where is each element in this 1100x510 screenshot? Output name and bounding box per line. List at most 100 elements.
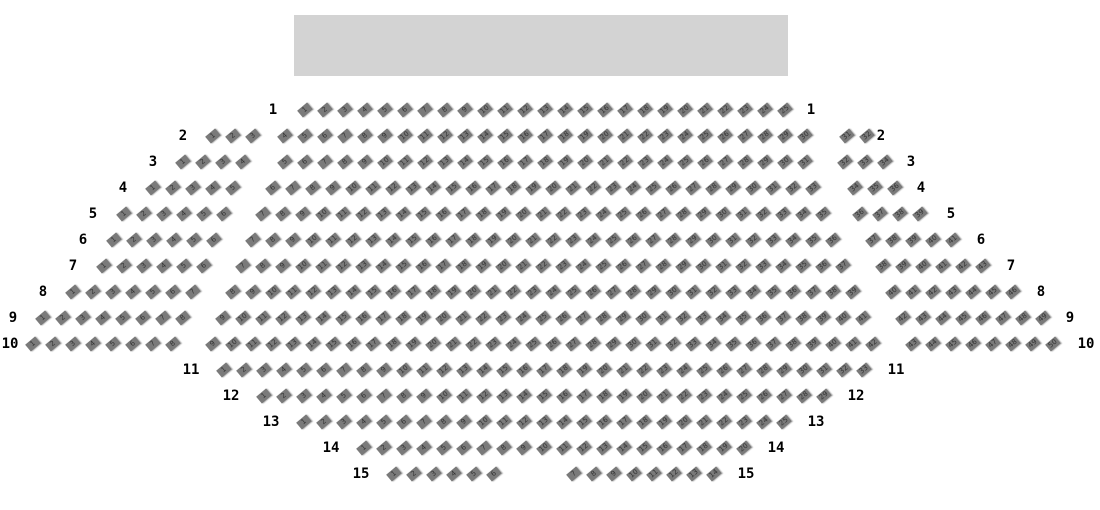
seat[interactable]: 23	[657, 128, 673, 144]
seat[interactable]: 1	[96, 258, 112, 274]
seat[interactable]: 9	[357, 154, 373, 170]
seat[interactable]: 18	[475, 206, 491, 222]
seat[interactable]: 39	[912, 206, 928, 222]
seat[interactable]: 30	[745, 180, 761, 196]
seat[interactable]: 19	[405, 336, 421, 352]
seat[interactable]: 30	[796, 362, 812, 378]
seat[interactable]: 31	[816, 362, 832, 378]
seat[interactable]: 17	[365, 336, 381, 352]
seat[interactable]: 7	[185, 284, 201, 300]
seat[interactable]: 16	[517, 128, 533, 144]
seat[interactable]: 23	[637, 154, 653, 170]
seat[interactable]: 19	[577, 128, 593, 144]
seat[interactable]: 1	[106, 232, 122, 248]
seat[interactable]: 1	[145, 180, 161, 196]
seat[interactable]: 17	[405, 284, 421, 300]
seat[interactable]: 25	[605, 232, 621, 248]
seat[interactable]: 13	[536, 414, 552, 430]
seat[interactable]: 19	[485, 232, 501, 248]
seat[interactable]: 11	[335, 206, 351, 222]
seat[interactable]: 15	[636, 440, 652, 456]
seat[interactable]: 13	[496, 388, 512, 404]
seat[interactable]: 40	[825, 336, 841, 352]
seat[interactable]: 21	[485, 284, 501, 300]
seat[interactable]: 26	[716, 362, 732, 378]
seat[interactable]: 27	[717, 154, 733, 170]
seat[interactable]: 9	[457, 102, 473, 118]
seat[interactable]: 10	[626, 466, 642, 482]
seat[interactable]: 4	[276, 362, 292, 378]
seat[interactable]: 4	[205, 180, 221, 196]
seat[interactable]: 22	[535, 258, 551, 274]
seat[interactable]: 31	[645, 336, 661, 352]
seat[interactable]: 21	[525, 232, 541, 248]
seat[interactable]: 4	[416, 440, 432, 456]
seat[interactable]: 24	[676, 362, 692, 378]
seat[interactable]: 8	[275, 206, 291, 222]
seat[interactable]: 11	[556, 440, 572, 456]
seat[interactable]: 2	[116, 258, 132, 274]
seat[interactable]: 23	[696, 388, 712, 404]
seat[interactable]: 17	[536, 362, 552, 378]
seat[interactable]: 1	[175, 154, 191, 170]
seat[interactable]: 13	[375, 206, 391, 222]
seat[interactable]: 27	[605, 284, 621, 300]
seat[interactable]: 24	[677, 128, 693, 144]
seat[interactable]: 32	[735, 258, 751, 274]
seat[interactable]: 17	[616, 414, 632, 430]
seat[interactable]: 10	[305, 232, 321, 248]
seat[interactable]: 5	[336, 388, 352, 404]
seat[interactable]: 14	[385, 232, 401, 248]
seat[interactable]: 5	[377, 102, 393, 118]
seat[interactable]: 31	[655, 310, 671, 326]
seat[interactable]: 25	[565, 284, 581, 300]
seat[interactable]: 22	[585, 180, 601, 196]
seat[interactable]: 23	[605, 180, 621, 196]
seat[interactable]: 1	[297, 102, 313, 118]
seat[interactable]: 9	[275, 258, 291, 274]
seat[interactable]: 32	[755, 206, 771, 222]
seat[interactable]: 6	[297, 154, 313, 170]
seat[interactable]: 4	[125, 284, 141, 300]
seat[interactable]: 41	[935, 258, 951, 274]
seat[interactable]: 17	[445, 232, 461, 248]
seat[interactable]: 50	[1045, 336, 1061, 352]
seat[interactable]: 6	[317, 128, 333, 144]
seat[interactable]: 5	[436, 440, 452, 456]
seat[interactable]: 44	[965, 284, 981, 300]
seat[interactable]: 21	[565, 180, 581, 196]
seat[interactable]: 32	[859, 128, 875, 144]
seat[interactable]: 16	[425, 232, 441, 248]
seat[interactable]: 34	[745, 284, 761, 300]
seat[interactable]: 41	[845, 336, 861, 352]
seat[interactable]: 7	[235, 258, 251, 274]
seat[interactable]: 6	[316, 362, 332, 378]
seat[interactable]: 9	[456, 414, 472, 430]
seat[interactable]: 12	[516, 414, 532, 430]
seat[interactable]: 49	[1035, 310, 1051, 326]
seat[interactable]: 26	[625, 232, 641, 248]
seat[interactable]: 16	[415, 258, 431, 274]
seat[interactable]: 6	[125, 336, 141, 352]
seat[interactable]: 28	[737, 154, 753, 170]
seat[interactable]: 22	[636, 362, 652, 378]
seat[interactable]: 22	[555, 206, 571, 222]
seat[interactable]: 48	[1005, 336, 1021, 352]
seat[interactable]: 5	[376, 414, 392, 430]
seat[interactable]: 3	[296, 388, 312, 404]
seat[interactable]: 4	[357, 102, 373, 118]
seat[interactable]: 6	[456, 440, 472, 456]
seat[interactable]: 2	[136, 206, 152, 222]
seat[interactable]: 32	[836, 362, 852, 378]
seat[interactable]: 39	[805, 336, 821, 352]
seat[interactable]: 16	[355, 310, 371, 326]
seat[interactable]: 11	[315, 258, 331, 274]
seat[interactable]: 10	[397, 128, 413, 144]
seat[interactable]: 33	[857, 154, 873, 170]
seat[interactable]: 10	[225, 336, 241, 352]
seat[interactable]: 6	[265, 180, 281, 196]
seat[interactable]: 3	[146, 232, 162, 248]
seat[interactable]: 13	[596, 440, 612, 456]
seat[interactable]: 15	[445, 180, 461, 196]
seat[interactable]: 34	[877, 154, 893, 170]
